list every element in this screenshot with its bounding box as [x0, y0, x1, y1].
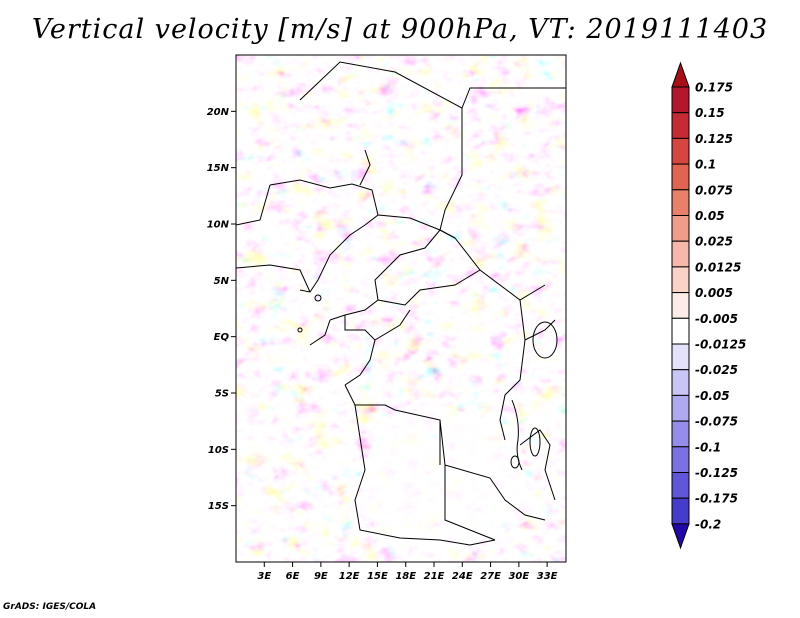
lat-tick-label: 5S: [215, 389, 229, 400]
colorbar-over-arrow: [671, 61, 690, 88]
colorbar-swatch: [671, 240, 690, 268]
colorbar-under-arrow: [671, 523, 690, 550]
lon-tick-label: 27E: [480, 571, 501, 582]
lakes: [297, 294, 558, 471]
credit-label: GrADS: IGES/COLA: [3, 602, 97, 612]
lon-tick-label: 15E: [367, 571, 388, 582]
lat-tick-label: 15S: [208, 501, 229, 512]
lon-tick-label: 12E: [339, 571, 360, 582]
colorbar-swatch: [671, 137, 690, 165]
lat-tick-label: 10N: [207, 220, 230, 231]
colorbar-label: 0.0125: [695, 260, 741, 274]
colorbar-swatch: [671, 266, 690, 294]
colorbar-label: -0.05: [695, 389, 730, 403]
lat-tick-label: 20N: [207, 107, 230, 118]
colorbar-label: 0.075: [695, 183, 733, 197]
colorbar-swatch: [671, 189, 690, 217]
colorbar-label: -0.0125: [695, 338, 746, 352]
colorbar-swatch: [671, 343, 690, 371]
lat-tick-label: 10S: [208, 445, 229, 456]
colorbar-swatch: [671, 394, 690, 422]
colorbar-swatch: [671, 112, 690, 139]
lon-tick-label: 33E: [537, 571, 558, 582]
colorbar-label: 0.05: [695, 209, 725, 223]
lon-tick-label: 9E: [314, 571, 328, 582]
colorbar-label: -0.075: [695, 415, 738, 429]
lon-tick-label: 30E: [508, 571, 529, 582]
map-title: Vertical velocity [m/s] at 900hPa, VT: 2…: [31, 14, 769, 45]
lon-tick-label: 21E: [424, 571, 445, 582]
colorbar-label: -0.1: [695, 440, 721, 454]
colorbar-label: 0.005: [695, 286, 733, 300]
lat-tick-label: 15N: [207, 163, 230, 174]
colorbar-label: 0.125: [695, 132, 733, 146]
colorbar-swatch: [671, 163, 690, 191]
colorbar-swatch: [671, 497, 690, 525]
lat-tick-label: EQ: [214, 332, 230, 343]
colorbar-swatch: [671, 86, 690, 114]
lon-tick-label: 18E: [395, 571, 416, 582]
colorbar-label: -0.175: [695, 492, 738, 506]
colorbar-label: -0.125: [695, 466, 738, 480]
lat-tick-label: 5N: [214, 276, 230, 287]
map-frame: [235, 54, 567, 563]
colorbar-swatch: [671, 472, 690, 499]
colorbar-label: -0.2: [695, 517, 721, 531]
lon-tick-label: 24E: [452, 571, 473, 582]
map-axes: 20N 15N 10N 5N EQ 5S 10S 15S 3E 6E 9E 12E 15E 18E 21E 2…: [207, 107, 558, 582]
colorbar-swatch: [671, 292, 690, 319]
colorbar-label: -0.025: [695, 363, 738, 377]
colorbar-label: 0.15: [695, 106, 725, 120]
colorbar-swatch: [671, 420, 690, 448]
colorbar-swatch: [671, 215, 690, 242]
lon-tick-label: 3E: [257, 571, 271, 582]
colorbar-label: 0.1: [695, 158, 716, 172]
colorbar-swatch: [671, 446, 690, 473]
velocity-field: [236, 55, 566, 562]
colorbar-label: 0.175: [695, 81, 733, 95]
colorbar-label: 0.025: [695, 235, 733, 249]
country-borders: [236, 61, 566, 546]
colorbar-swatch: [671, 369, 690, 396]
colorbar-label: -0.005: [695, 312, 738, 326]
lon-tick-label: 6E: [286, 571, 300, 582]
colorbar: 0.175 0.15 0.125 0.1 0.075 0.05 0.025 0.0125 0.0…: [671, 61, 746, 550]
colorbar-swatch: [671, 317, 690, 345]
